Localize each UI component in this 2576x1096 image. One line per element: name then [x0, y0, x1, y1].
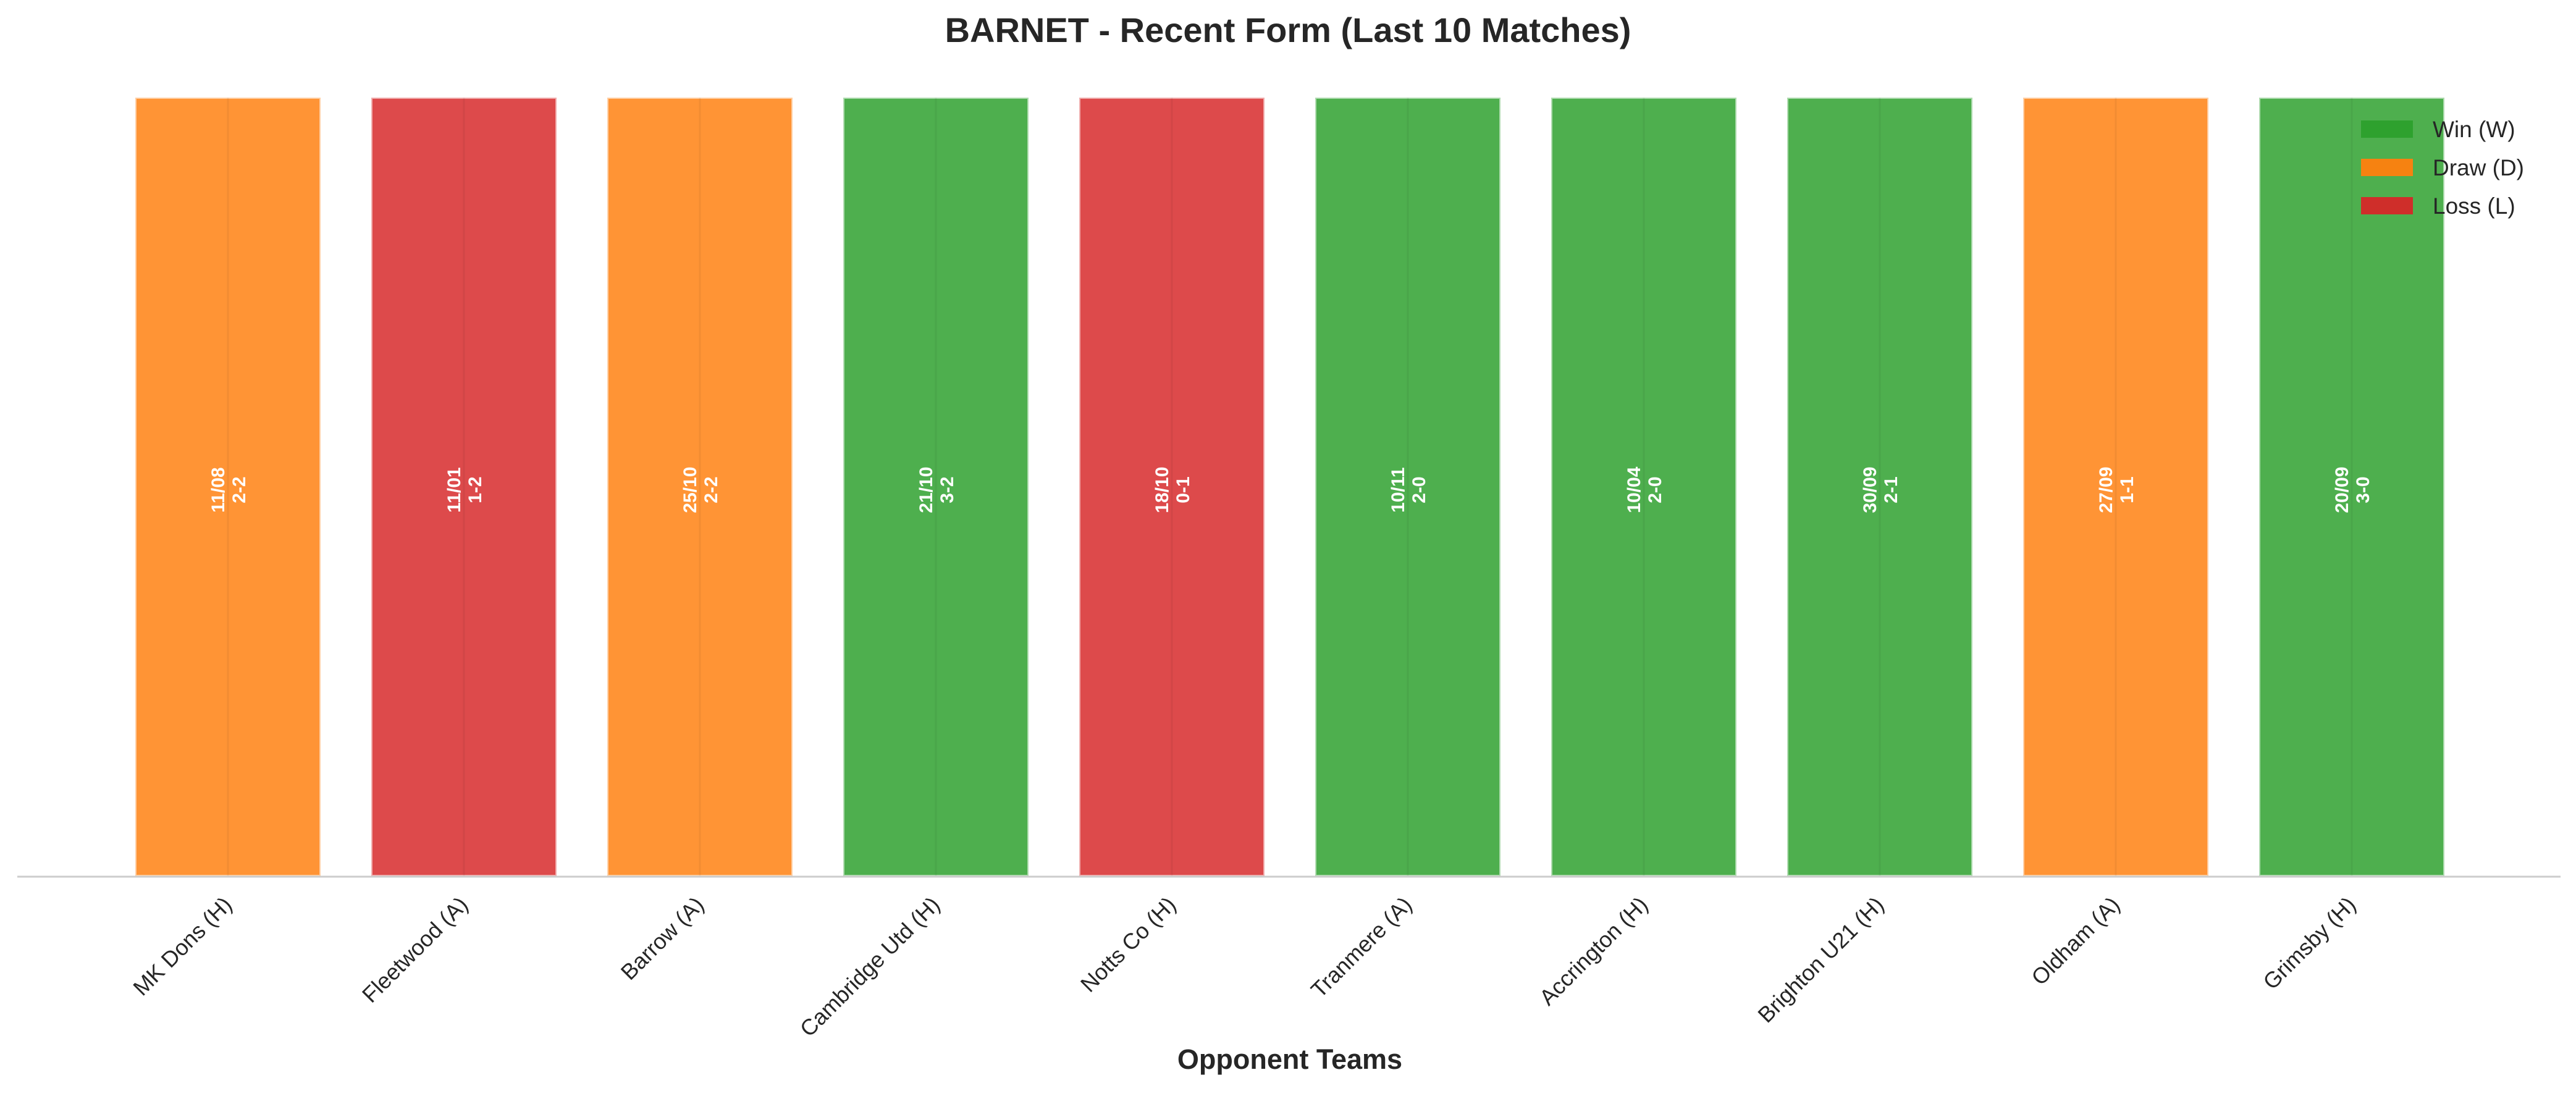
x-tick-label: Oldham (A) — [2026, 892, 2124, 990]
bar-5 — [1078, 96, 1266, 877]
legend-label-l: Loss (L) — [2433, 193, 2515, 219]
bar-data-label: 20/093-0 — [2332, 466, 2373, 513]
legend-swatch-w — [2361, 120, 2413, 138]
x-tick-label: Grimsby (H) — [2258, 892, 2360, 994]
bar-data-label: 11/082-2 — [208, 467, 250, 512]
match-score: 1-2 — [465, 476, 486, 503]
bar-6 — [1314, 96, 1502, 877]
match-score: 2-0 — [1645, 476, 1665, 503]
bar-data-label: 10/112-0 — [1388, 467, 1429, 512]
legend: Win (W) Draw (D) Loss (L) — [2361, 117, 2524, 219]
legend-label-w: Win (W) — [2433, 117, 2515, 142]
bar-7 — [1550, 96, 1738, 877]
bar-data-label: 27/091-1 — [2096, 466, 2137, 513]
match-score: 3-0 — [2353, 476, 2373, 503]
bar-10 — [2258, 96, 2446, 877]
bar-3 — [606, 96, 794, 877]
x-tick-label: Tranmere (A) — [1306, 892, 1416, 1002]
match-date: 11/08 — [208, 467, 229, 512]
bar-data-label: 11/011-2 — [444, 467, 486, 512]
legend-swatch-l — [2361, 197, 2413, 214]
x-tick-label: Brighton U21 (H) — [1753, 892, 1888, 1027]
match-date: 10/11 — [1388, 467, 1408, 512]
match-score: 2-2 — [229, 476, 250, 503]
x-tick-label: Notts Co (H) — [1075, 892, 1181, 997]
legend-label-d: Draw (D) — [2433, 155, 2524, 180]
x-tick-label: Barrow (A) — [616, 892, 709, 985]
match-date: 20/09 — [2332, 466, 2352, 513]
bars-layer: 11/082-2 11/011-2 25/102-2 21/103-2 18/100-1… — [134, 96, 2446, 877]
x-axis-label: Opponent Teams — [1177, 1043, 1402, 1075]
match-score: 3-2 — [937, 476, 958, 503]
match-date: 30/09 — [1860, 466, 1880, 513]
legend-swatch-d — [2361, 159, 2413, 176]
match-score: 2-0 — [1409, 476, 1429, 503]
match-date: 21/10 — [916, 466, 937, 513]
match-score: 2-1 — [1881, 476, 1901, 503]
x-tick-label: Fleetwood (A) — [357, 892, 473, 1007]
match-date: 25/10 — [680, 466, 701, 513]
match-date: 10/04 — [1624, 466, 1644, 513]
x-tick-label: MK Dons (H) — [128, 892, 237, 1000]
bar-1 — [134, 96, 322, 877]
match-score: 1-1 — [2117, 476, 2137, 503]
bar-data-label: 30/092-1 — [1860, 466, 1901, 513]
bar-data-label: 25/102-2 — [680, 466, 722, 513]
match-date: 27/09 — [2096, 466, 2116, 513]
match-score: 2-2 — [701, 476, 722, 503]
bar-4 — [842, 96, 1030, 877]
bar-data-label: 10/042-0 — [1624, 466, 1665, 513]
x-tick-label: Cambridge Utd (H) — [795, 892, 945, 1042]
bar-data-label: 18/100-1 — [1152, 466, 1193, 513]
x-tick-labels: MK Dons (H) Fleetwood (A) Barrow (A) Cambri… — [128, 892, 2360, 1042]
match-date: 18/10 — [1152, 466, 1172, 513]
match-score: 0-1 — [1173, 476, 1193, 503]
bar-2 — [370, 96, 558, 877]
match-date: 11/01 — [444, 467, 465, 512]
x-tick-label: Accrington (H) — [1534, 892, 1653, 1010]
chart-title: BARNET - Recent Form (Last 10 Matches) — [945, 11, 1631, 49]
bar-data-label: 21/103-2 — [916, 466, 958, 513]
